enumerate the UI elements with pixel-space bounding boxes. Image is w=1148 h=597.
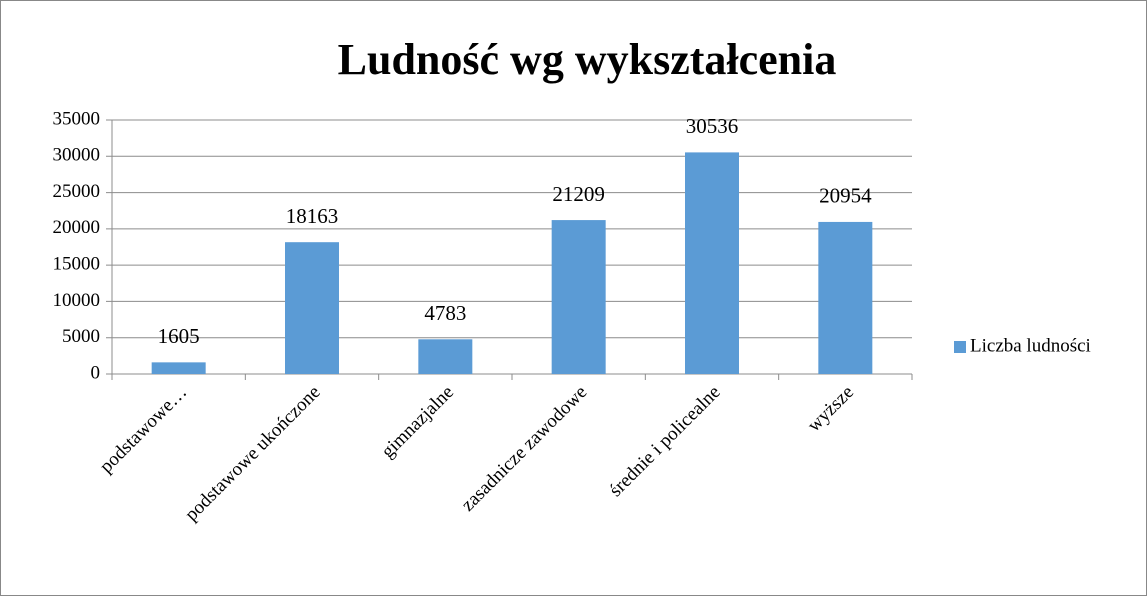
y-tick-label: 10000 — [53, 290, 101, 311]
data-label: 18163 — [286, 204, 339, 228]
bar — [418, 339, 473, 374]
data-label: 20954 — [819, 184, 872, 208]
bar — [151, 362, 206, 374]
legend-swatch — [954, 341, 966, 353]
bar — [818, 221, 873, 374]
bar — [285, 242, 339, 374]
y-tick-label: 0 — [91, 362, 101, 383]
y-tick-label: 35000 — [53, 108, 101, 129]
data-label: 1605 — [158, 324, 200, 348]
chart-title: Ludność wg wykształcenia — [338, 35, 837, 84]
data-label: 30536 — [686, 114, 739, 138]
y-tick-label: 15000 — [53, 254, 101, 275]
y-tick-label: 30000 — [53, 145, 101, 166]
data-label: 4783 — [424, 301, 466, 325]
bar — [551, 220, 606, 374]
y-tick-label: 20000 — [53, 217, 101, 238]
data-label: 21209 — [552, 182, 605, 206]
legend-label: Liczba ludności — [970, 335, 1091, 356]
y-tick-label: 5000 — [62, 326, 100, 347]
y-tick-label: 25000 — [53, 181, 101, 202]
bar — [685, 152, 739, 374]
